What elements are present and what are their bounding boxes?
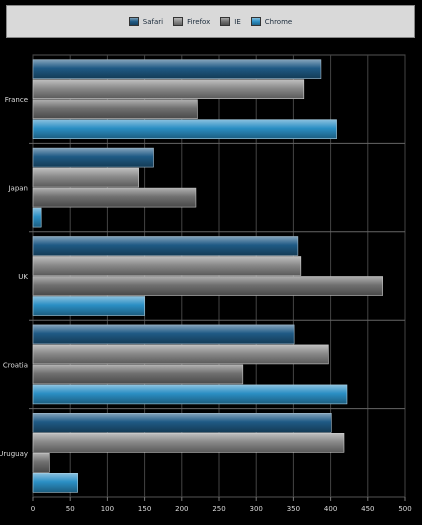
legend-swatch xyxy=(220,17,231,26)
bar-chrome-uruguay xyxy=(32,472,78,493)
x-tick-label: 400 xyxy=(324,505,337,513)
bar-ie-uruguay xyxy=(32,452,50,473)
legend-swatch xyxy=(128,17,139,26)
bar-safari-uk xyxy=(32,236,299,256)
bar-ie-croatia xyxy=(32,364,244,385)
category-label: Uruguay xyxy=(0,450,28,458)
bar-chrome-uk xyxy=(32,296,145,316)
x-tick-label: 450 xyxy=(361,505,374,513)
legend-label: IE xyxy=(234,17,241,26)
legend-swatch xyxy=(250,17,261,26)
category-label: France xyxy=(5,96,28,104)
bar-safari-france xyxy=(32,59,322,80)
bar-safari-japan xyxy=(32,147,154,168)
bar-ie-france xyxy=(32,99,198,119)
legend-item-ie: IE xyxy=(220,17,241,26)
category-label: Croatia xyxy=(3,361,28,369)
legend-item-safari: Safari xyxy=(128,17,164,26)
category-label: UK xyxy=(18,273,28,281)
bar-chrome-france xyxy=(32,119,337,139)
bar-firefox-uk xyxy=(32,256,302,276)
x-tick-label: 250 xyxy=(212,505,225,513)
legend: Safari Firefox IE Chrome xyxy=(6,5,415,38)
x-tick-label: 100 xyxy=(101,505,114,513)
x-tick-label: 150 xyxy=(138,505,151,513)
x-tick-label: 200 xyxy=(175,505,188,513)
bar-firefox-france xyxy=(32,79,305,99)
category-label: Japan xyxy=(7,185,28,193)
bar-firefox-uruguay xyxy=(32,432,345,453)
legend-label: Firefox xyxy=(187,17,211,26)
x-tick-label: 350 xyxy=(287,505,300,513)
x-tick-label: 50 xyxy=(66,505,75,513)
legend-item-firefox: Firefox xyxy=(173,17,210,26)
x-tick-label: 300 xyxy=(250,505,263,513)
bar-ie-uk xyxy=(32,276,383,296)
bar-safari-croatia xyxy=(32,324,295,345)
x-tick-label: 0 xyxy=(31,505,35,513)
legend-label: Safari xyxy=(142,17,164,26)
bar-ie-japan xyxy=(32,187,197,208)
bar-firefox-japan xyxy=(32,167,139,188)
x-tick-label: 500 xyxy=(398,505,411,513)
legend-item-chrome: Chrome xyxy=(250,17,293,26)
bar-safari-uruguay xyxy=(32,412,332,433)
legend-label: Chrome xyxy=(264,17,293,26)
bar-chrome-croatia xyxy=(32,384,348,405)
legend-swatch xyxy=(173,17,184,26)
bar-firefox-croatia xyxy=(32,344,329,365)
bar-chrome-japan xyxy=(32,207,42,228)
